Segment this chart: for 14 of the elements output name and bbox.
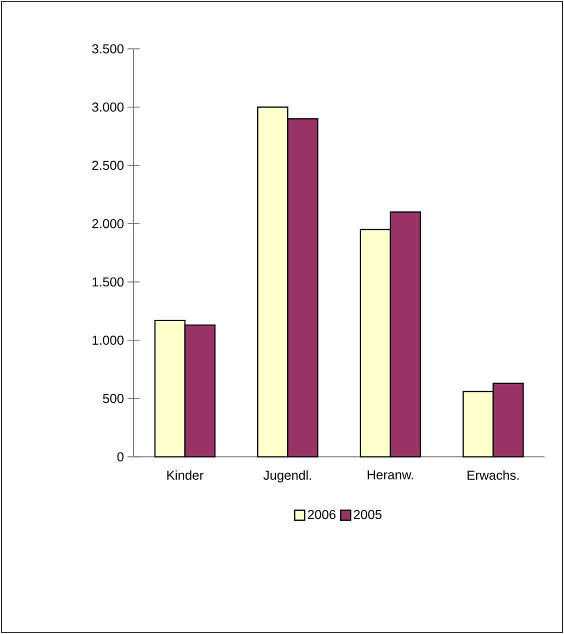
y-tick-label: 3.500 xyxy=(92,44,124,54)
x-tick-label: Kinder xyxy=(167,470,204,480)
x-tick-label: Heranw. xyxy=(368,470,414,480)
y-tick-label: 500 xyxy=(102,394,124,404)
x-tick-label: Erwachs. xyxy=(468,470,519,480)
y-tick-label: 3.000 xyxy=(92,102,124,112)
y-tick-label: 2.000 xyxy=(92,219,124,228)
legend-label: 2005 xyxy=(354,510,382,520)
y-tick-label: 2.500 xyxy=(92,160,124,170)
y-tick-label: 1.000 xyxy=(92,336,124,345)
y-tick-label: 0 xyxy=(117,452,124,462)
y-tick-label: 1.500 xyxy=(92,277,124,287)
legend-label: 2006 xyxy=(308,510,336,520)
x-tick-label: Jugendl. xyxy=(263,470,311,482)
